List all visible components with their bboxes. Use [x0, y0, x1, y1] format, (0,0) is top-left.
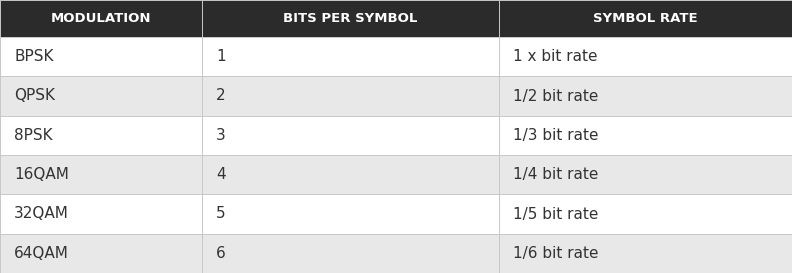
- Text: BPSK: BPSK: [14, 49, 54, 64]
- Text: 16QAM: 16QAM: [14, 167, 69, 182]
- Bar: [499, 37, 792, 76]
- Text: 32QAM: 32QAM: [14, 206, 69, 221]
- Bar: [499, 116, 792, 155]
- Bar: [0, 194, 202, 234]
- Bar: [202, 37, 499, 76]
- Text: 64QAM: 64QAM: [14, 246, 69, 261]
- Text: MODULATION: MODULATION: [51, 12, 151, 25]
- Text: 3: 3: [216, 128, 226, 143]
- Bar: [499, 194, 792, 234]
- Text: QPSK: QPSK: [14, 88, 55, 103]
- Text: BITS PER SYMBOL: BITS PER SYMBOL: [284, 12, 417, 25]
- Bar: [0, 155, 202, 194]
- Bar: [202, 0, 499, 37]
- Bar: [0, 234, 202, 273]
- Text: 8PSK: 8PSK: [14, 128, 53, 143]
- Bar: [202, 234, 499, 273]
- Bar: [499, 234, 792, 273]
- Text: 1/3 bit rate: 1/3 bit rate: [513, 128, 599, 143]
- Text: 5: 5: [216, 206, 226, 221]
- Text: 1/2 bit rate: 1/2 bit rate: [513, 88, 599, 103]
- Bar: [499, 155, 792, 194]
- Bar: [202, 194, 499, 234]
- Bar: [0, 76, 202, 116]
- Bar: [202, 116, 499, 155]
- Text: 1/4 bit rate: 1/4 bit rate: [513, 167, 599, 182]
- Bar: [499, 0, 792, 37]
- Text: 1 x bit rate: 1 x bit rate: [513, 49, 598, 64]
- Bar: [0, 37, 202, 76]
- Bar: [202, 76, 499, 116]
- Bar: [202, 155, 499, 194]
- Text: 4: 4: [216, 167, 226, 182]
- Bar: [499, 76, 792, 116]
- Bar: [0, 0, 202, 37]
- Text: 1: 1: [216, 49, 226, 64]
- Text: 1/5 bit rate: 1/5 bit rate: [513, 206, 599, 221]
- Text: 1/6 bit rate: 1/6 bit rate: [513, 246, 599, 261]
- Bar: [0, 116, 202, 155]
- Text: 6: 6: [216, 246, 226, 261]
- Text: SYMBOL RATE: SYMBOL RATE: [593, 12, 698, 25]
- Text: 2: 2: [216, 88, 226, 103]
